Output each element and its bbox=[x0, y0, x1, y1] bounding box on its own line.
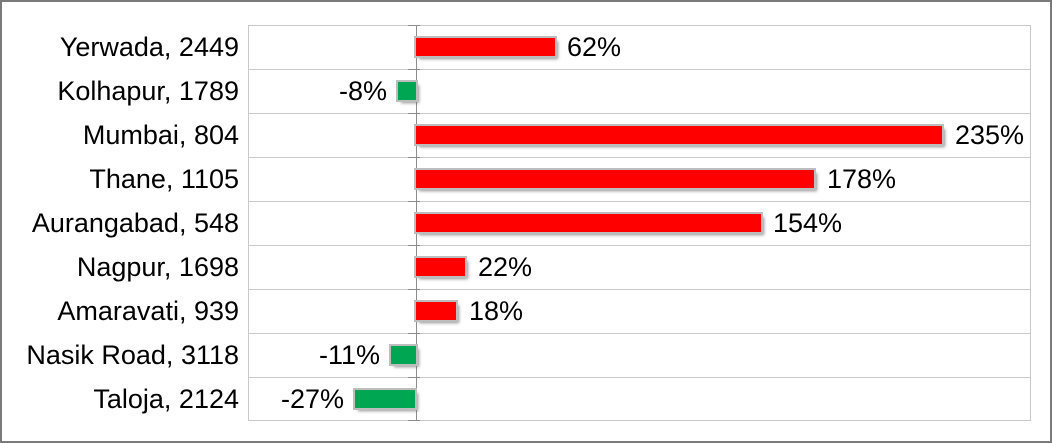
bar-positive bbox=[416, 302, 456, 320]
bar-negative bbox=[355, 390, 415, 408]
axis-tick bbox=[407, 201, 420, 202]
axis-tick bbox=[407, 333, 420, 334]
category-label: Aurangabad, 548 bbox=[31, 208, 239, 238]
gridline bbox=[248, 377, 1031, 378]
data-label: -27% bbox=[280, 384, 344, 414]
data-label: 18% bbox=[469, 296, 524, 326]
gridline bbox=[248, 201, 1031, 202]
category-label: Nasik Road, 3118 bbox=[26, 340, 239, 370]
data-label: 62% bbox=[567, 32, 622, 62]
data-label: 235% bbox=[955, 120, 1025, 150]
gridline bbox=[248, 157, 1031, 158]
data-label: 154% bbox=[773, 208, 843, 238]
gridline bbox=[248, 25, 1031, 26]
plot-area: 62% -8% 235% 178% 154% 22% 18% -11% -27% bbox=[248, 25, 1031, 421]
bar-positive bbox=[416, 126, 942, 144]
gridline bbox=[248, 69, 1031, 70]
plot-border-right bbox=[1030, 25, 1031, 421]
axis-tick bbox=[407, 420, 420, 421]
category-label: Amaravati, 939 bbox=[57, 296, 239, 326]
category-axis-labels: Yerwada, 2449 Kolhapur, 1789 Mumbai, 804 Th… bbox=[12, 25, 239, 421]
gridline bbox=[248, 245, 1031, 246]
axis-tick bbox=[407, 289, 420, 290]
data-label: 22% bbox=[478, 252, 533, 282]
axis-tick bbox=[407, 377, 420, 378]
data-label: -8% bbox=[338, 76, 387, 106]
bar-positive bbox=[416, 214, 761, 232]
bar-positive bbox=[416, 258, 465, 276]
bar-positive bbox=[416, 170, 814, 188]
data-label: 178% bbox=[827, 164, 897, 194]
category-label: Thane, 1105 bbox=[89, 164, 239, 194]
category-label: Nagpur, 1698 bbox=[76, 252, 239, 282]
data-label: -11% bbox=[318, 340, 380, 370]
bar-negative bbox=[398, 82, 416, 100]
bar-positive bbox=[416, 38, 555, 56]
gridline bbox=[248, 113, 1031, 114]
axis-tick bbox=[407, 157, 420, 158]
gridline bbox=[248, 333, 1031, 334]
category-label: Yerwada, 2449 bbox=[59, 32, 239, 62]
category-label: Taloja, 2124 bbox=[93, 384, 239, 414]
axis-tick bbox=[407, 69, 420, 70]
axis-tick bbox=[407, 25, 420, 26]
gridline bbox=[248, 289, 1031, 290]
category-label: Kolhapur, 1789 bbox=[57, 76, 239, 106]
gridline bbox=[248, 420, 1031, 421]
category-label: Mumbai, 804 bbox=[82, 120, 239, 150]
axis-tick bbox=[407, 245, 420, 246]
axis-tick bbox=[407, 113, 420, 114]
bar-negative bbox=[391, 346, 416, 364]
plot-border-left bbox=[248, 25, 249, 421]
